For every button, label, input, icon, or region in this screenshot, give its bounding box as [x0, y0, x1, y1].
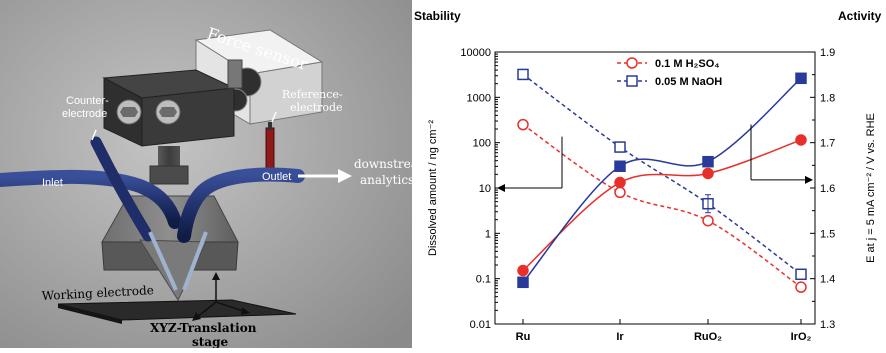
x-tick-label: RuO₂: [694, 331, 722, 343]
legend-acid-marker: [626, 57, 638, 69]
right-axis-label: E at j = 5 mA cm⁻² / V vs. RHE: [865, 113, 877, 263]
counter-electrode-pointer: [91, 129, 97, 141]
left-tick-label: 100: [473, 138, 491, 150]
base-activity-point: [795, 72, 807, 85]
acid-stability-line: [522, 124, 802, 288]
base-stability-point: [517, 68, 529, 81]
reference-electrode-label: Reference-: [282, 88, 343, 101]
cell-shaft: [158, 146, 180, 168]
left-tick-label: 1000: [467, 92, 491, 104]
legend-base-marker: [626, 75, 638, 87]
x-tick-label: Ru: [516, 331, 531, 343]
right-tick-label: 1.8: [820, 92, 835, 104]
xyz-axes-icon: [192, 272, 250, 321]
downstream-analytics-label: downstream: [354, 157, 412, 171]
acid-activity-point: [517, 264, 529, 277]
x-tick-label: Ir: [616, 331, 624, 343]
right-tick-label: 1.5: [820, 228, 835, 240]
outlet-label: Outlet: [262, 171, 291, 183]
reference-electrode-label: electrode: [290, 101, 343, 114]
left-tick-label: 10: [479, 183, 491, 195]
inlet-label: Inlet: [42, 177, 63, 189]
right-tick-label: 1.7: [820, 138, 835, 150]
outlet-arrow-icon: [298, 169, 352, 183]
legend-base-label: 0.05 M NaOH: [655, 76, 722, 88]
base-activity-line: [522, 77, 802, 283]
counter-electrode-label: Counter-: [66, 95, 109, 107]
left-tick-label: 10000: [460, 47, 491, 59]
reference-electrode-pointer: [271, 111, 277, 123]
right-arrow-icon: [805, 175, 813, 184]
right-tick-label: 1.4: [820, 274, 835, 286]
reference-electrode: [265, 122, 275, 173]
acid-stability-point: [795, 281, 807, 293]
flow-cell-schematic: Force sensor Counter- electrode Referenc…: [0, 0, 430, 349]
base-stability-line: [522, 73, 802, 275]
stability-activity-chart: Stability Activity 0.01 0.1 1 10 100 1000 1000…: [412, 0, 886, 348]
working-electrode: [57, 299, 297, 324]
chart-svg: Stability Activity 0.01 0.1 1 10 100 1000 1000…: [414, 9, 882, 343]
acid-stability-point: [517, 118, 529, 131]
x-tick-label: IrO₂: [791, 331, 812, 343]
left-arrow-icon: [497, 184, 505, 192]
base-stability-point: [795, 268, 807, 281]
xyz-stage-label: XYZ-Translation: [150, 321, 257, 335]
legend: 0.1 M H₂SO₄ 0.05 M NaOH: [617, 57, 722, 88]
acid-activity-point: [702, 167, 714, 180]
counter-electrode-label: electrode: [62, 108, 107, 120]
legend-acid-label: 0.1 M H₂SO₄: [655, 58, 720, 70]
acid-stability-point: [702, 214, 714, 227]
cell-holder: [102, 59, 243, 147]
right-tick-label: 1.6: [820, 183, 835, 195]
left-tick-label: 0.01: [470, 319, 491, 331]
working-electrode-label: Working electrode: [41, 283, 154, 303]
acid-activity-point: [614, 176, 626, 189]
base-activity-point: [614, 160, 626, 172]
tubing: [0, 136, 305, 291]
downstream-analytics-label: analytics: [360, 173, 412, 187]
schematic-illustration: Force sensor Counter- electrode Referenc…: [0, 0, 430, 349]
base-stability-point: [614, 141, 626, 153]
left-axis-label: Dissolved amount / ng cm⁻²: [427, 120, 439, 256]
left-tick-label: 0.1: [476, 274, 491, 286]
acid-activity-point: [795, 134, 807, 146]
acid-stability-point: [614, 186, 626, 199]
stability-label: Stability: [414, 9, 461, 23]
base-activity-point: [702, 155, 714, 168]
base-activity-point: [517, 276, 529, 289]
xyz-stage-label: stage: [192, 335, 228, 348]
left-tick-label: 1: [485, 228, 491, 240]
right-tick-label: 1.9: [820, 47, 835, 59]
right-tick-label: 1.3: [820, 319, 835, 331]
activity-label: Activity: [838, 9, 882, 23]
